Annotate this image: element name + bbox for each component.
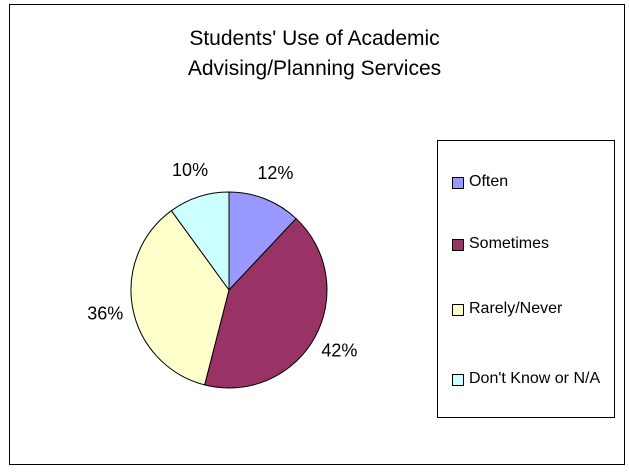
- legend-item-dont-know: Don't Know or N/A: [452, 368, 609, 390]
- legend-label-sometimes: Sometimes: [469, 235, 550, 252]
- legend-item-rarely-never: Rarely/Never: [452, 298, 609, 320]
- pie-label-sometimes: 42%: [321, 341, 357, 361]
- legend-swatch-often: [452, 177, 464, 189]
- pie-slice-often: [228, 191, 297, 292]
- legend-label-often: Often: [469, 173, 509, 190]
- pie-slice-sometimes: [204, 217, 328, 389]
- pie-label-dont-know: 10%: [172, 160, 208, 180]
- chart-title-line-2: Advising/Planning Services: [187, 57, 442, 80]
- chart-title-line-1: Students' Use of Academic: [189, 27, 440, 50]
- legend-label-dont-know: Don't Know or N/A: [469, 370, 601, 387]
- pie-slice-dont-know: [170, 191, 230, 292]
- pie-slice-rarely-never: [130, 210, 230, 386]
- legend-swatch-sometimes: [452, 239, 464, 251]
- legend-item-sometimes: Sometimes: [452, 233, 609, 255]
- legend-swatch-dont-know: [452, 374, 464, 386]
- pie-label-often: 12%: [257, 163, 293, 183]
- legend-item-often: Often: [452, 171, 609, 193]
- pie-slices: [130, 191, 328, 389]
- pie-label-rarely-never: 36%: [87, 304, 123, 324]
- pie-labels: 12% 42% 36% 10%: [87, 160, 357, 361]
- legend-swatch-rarely-never: [452, 304, 464, 316]
- legend: Often Sometimes Rarely/Never Don't Know …: [437, 140, 615, 418]
- legend-label-rarely-never: Rarely/Never: [469, 300, 563, 317]
